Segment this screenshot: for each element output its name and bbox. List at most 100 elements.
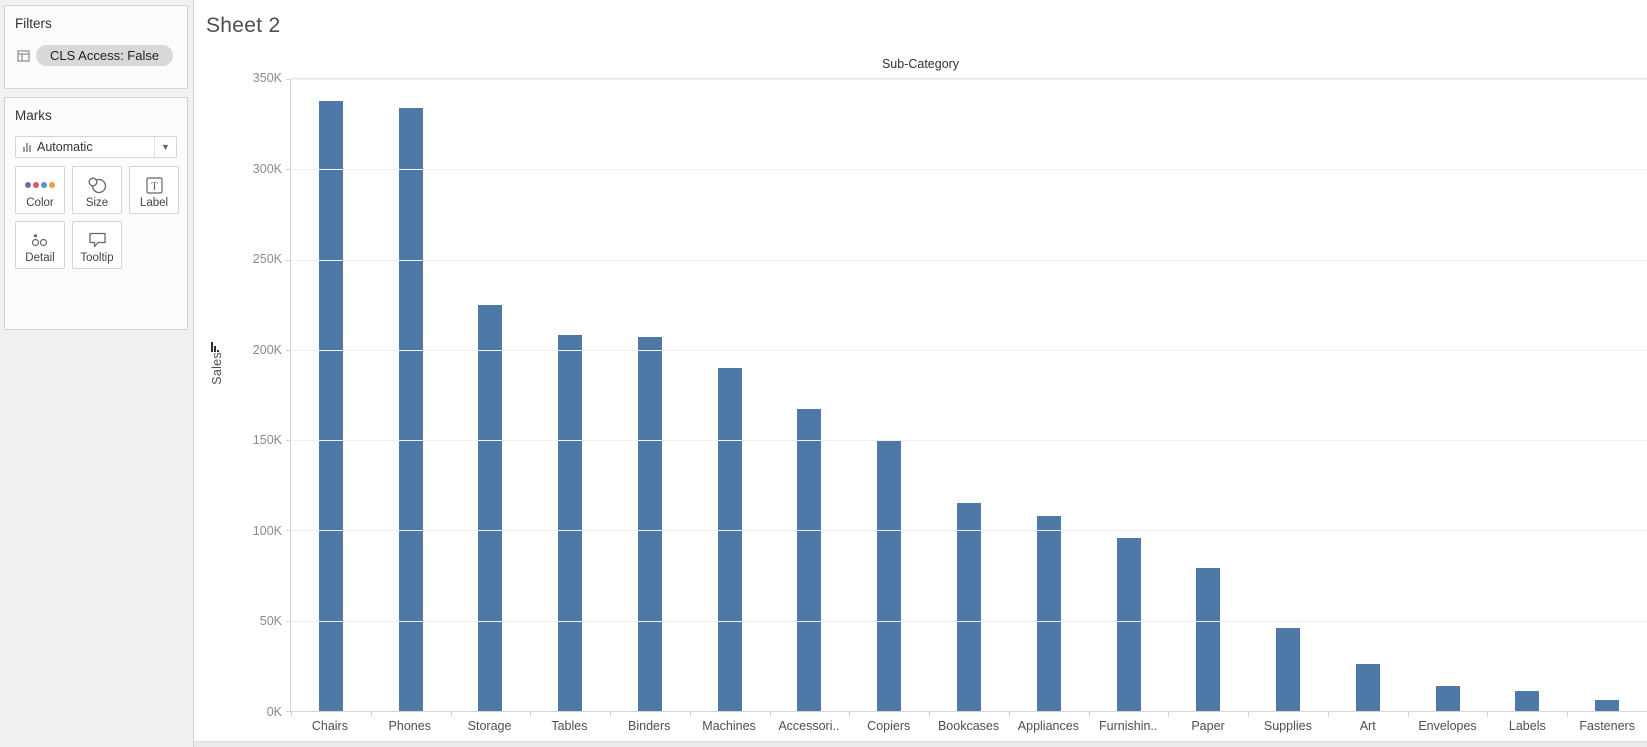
category-label[interactable]: Fasteners <box>1579 719 1635 733</box>
color-button-label: Color <box>26 197 54 209</box>
x-tick-mark <box>1327 712 1329 717</box>
x-tick-mark <box>1008 712 1010 717</box>
bar-copiers[interactable] <box>877 440 902 711</box>
color-button[interactable]: Color <box>15 166 65 214</box>
category-label[interactable]: Binders <box>628 719 671 733</box>
category-label[interactable]: Phones <box>388 719 431 733</box>
category-label[interactable]: Tables <box>551 719 588 733</box>
category-label[interactable]: Furnishin.. <box>1099 719 1158 733</box>
bar-labels[interactable] <box>1515 691 1540 711</box>
y-tick-label: 50K <box>259 614 282 629</box>
color-icon <box>25 173 55 197</box>
bar-column <box>1408 79 1488 711</box>
bars-row <box>291 79 1647 711</box>
detail-button-label: Detail <box>25 252 55 264</box>
y-tick-label: 350K <box>252 71 282 85</box>
svg-text:T: T <box>151 181 158 192</box>
bar-envelopes[interactable] <box>1435 685 1460 711</box>
sheet-title: Sheet 2 <box>206 14 281 37</box>
category-label[interactable]: Art <box>1359 719 1376 733</box>
bar-column <box>1168 79 1248 711</box>
category-label[interactable]: Appliances <box>1017 719 1079 733</box>
bar-paper[interactable] <box>1196 568 1221 711</box>
bar-machines[interactable] <box>717 367 742 711</box>
detail-icon <box>31 228 49 252</box>
bar-tables[interactable] <box>558 335 583 711</box>
bar-column <box>929 79 1009 711</box>
bar-column <box>1089 79 1169 711</box>
mark-type-value: Automatic <box>37 140 93 154</box>
sidebar: Filters CLS Access: False Marks Autom <box>0 0 193 747</box>
marks-panel: Marks Automatic ▼ Color <box>4 97 188 330</box>
x-tick-mark <box>1168 712 1170 717</box>
bar-bookcases[interactable] <box>957 503 981 711</box>
gridline <box>291 79 1647 80</box>
size-button[interactable]: Size <box>72 166 122 214</box>
gridline <box>291 530 1647 532</box>
bar-column <box>610 79 690 711</box>
tooltip-button-label: Tooltip <box>80 252 114 264</box>
bar-column <box>530 79 610 711</box>
bar-column <box>849 79 929 711</box>
chevron-down-icon[interactable]: ▼ <box>154 137 176 157</box>
bar-column <box>291 79 371 711</box>
bar-chairs[interactable] <box>318 100 343 711</box>
y-tick-label: 250K <box>252 252 282 267</box>
tooltip-button[interactable]: Tooltip <box>72 221 122 269</box>
bar-column <box>1487 79 1567 711</box>
x-tick-mark <box>610 712 612 717</box>
bar-phones[interactable] <box>398 107 423 711</box>
bar-art[interactable] <box>1355 664 1380 711</box>
y-tick-label: 150K <box>252 433 282 448</box>
y-tick-mark <box>286 259 291 261</box>
category-label[interactable]: Paper <box>1191 719 1225 733</box>
bar-supplies[interactable] <box>1276 627 1301 711</box>
x-tick-mark <box>1487 712 1489 717</box>
filter-pill-cls-access[interactable]: CLS Access: False <box>36 45 174 66</box>
category-label[interactable]: Labels <box>1508 719 1546 733</box>
category-label[interactable]: Copiers <box>867 719 911 733</box>
category-label[interactable]: Bookcases <box>937 719 1000 733</box>
bar-storage[interactable] <box>478 304 503 711</box>
x-labels: Chairs Phones Storage Tables Binders Machines… <box>290 716 1647 740</box>
category-label[interactable]: Accessori.. <box>778 719 840 733</box>
gridline <box>291 440 1647 442</box>
category-label[interactable]: Envelopes <box>1418 719 1477 733</box>
detail-button[interactable]: Detail <box>15 221 65 269</box>
bottom-edge <box>194 741 1647 747</box>
bar-appliances[interactable] <box>1036 515 1061 711</box>
gridline <box>291 259 1647 261</box>
x-tick-mark <box>929 712 931 717</box>
bar-accessori-[interactable] <box>797 409 822 711</box>
column-field-label: Sub-Category <box>881 57 960 71</box>
bar-column <box>371 79 451 711</box>
category-label[interactable]: Supplies <box>1263 719 1312 733</box>
bar-column <box>1009 79 1089 711</box>
y-tick-mark <box>286 349 291 351</box>
plot-area <box>286 78 1647 717</box>
sort-descending-icon[interactable] <box>211 341 219 352</box>
bar-furnishin-[interactable] <box>1116 537 1141 711</box>
filters-panel-title: Filters <box>15 16 52 31</box>
category-label[interactable]: Machines <box>702 719 756 733</box>
y-tick-mark <box>286 711 291 712</box>
bar-fasteners[interactable] <box>1595 700 1620 711</box>
label-button[interactable]: T Label <box>129 166 179 214</box>
y-tick-label: 100K <box>252 523 282 538</box>
datasource-filter-icon <box>17 49 30 62</box>
category-label[interactable]: Storage <box>467 719 512 733</box>
mark-type-dropdown[interactable]: Automatic ▼ <box>15 136 177 158</box>
bar-chart-icon <box>16 142 37 152</box>
category-label[interactable]: Chairs <box>311 719 348 733</box>
y-tick-mark <box>286 530 291 532</box>
marks-panel-title: Marks <box>15 108 52 123</box>
y-tick-mark <box>286 169 291 171</box>
worksheet-canvas: Sheet 2 Sub-Category Sales 350K 300K 250K 2… <box>193 0 1647 747</box>
text-label-icon: T <box>145 173 163 197</box>
bar-binders[interactable] <box>637 337 662 711</box>
x-tick-mark <box>530 712 532 717</box>
size-icon <box>87 173 107 197</box>
y-tick-label: 300K <box>252 161 282 176</box>
gridline <box>291 620 1647 622</box>
bar-column <box>1567 79 1647 711</box>
